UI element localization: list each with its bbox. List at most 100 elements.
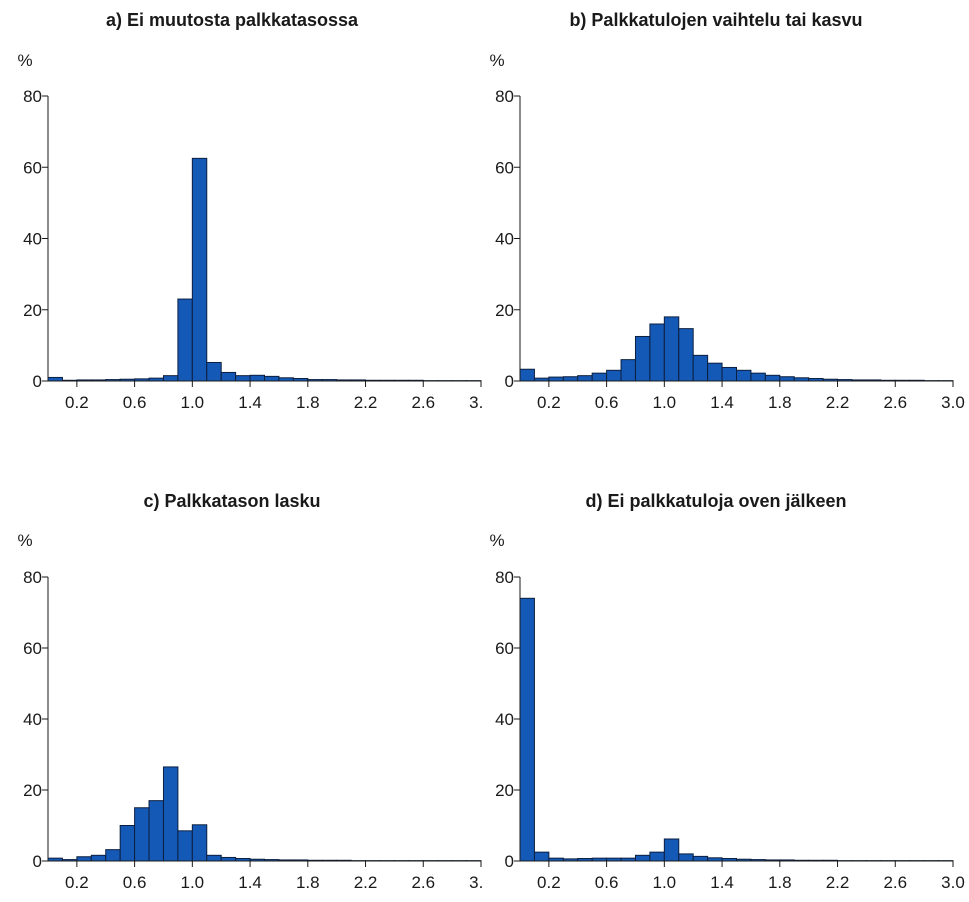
y-axis-unit: % bbox=[17, 531, 32, 550]
histogram-d-svg: d) Ei palkkatuloja oven jälkeen % 0 20 40 6… bbox=[489, 491, 965, 892]
y-tick-label: 20 bbox=[495, 781, 514, 800]
histogram-bar bbox=[620, 359, 636, 382]
x-tick-label: 3.0 bbox=[941, 393, 965, 412]
histogram-bar bbox=[779, 376, 795, 382]
histogram-bar bbox=[692, 354, 709, 382]
histogram-bar bbox=[707, 362, 723, 382]
histogram-bar bbox=[206, 854, 222, 862]
chart-title: b) Palkkatulojen vaihtelu tai kasvu bbox=[569, 10, 862, 30]
y-tick-label: 60 bbox=[495, 158, 514, 177]
x-tick-label: 1.0 bbox=[653, 393, 677, 412]
y-tick-label: 20 bbox=[23, 781, 42, 800]
x-tick-label: 0.2 bbox=[537, 873, 561, 892]
histogram-bar bbox=[119, 825, 136, 862]
x-tick-label: 3.0 bbox=[941, 873, 965, 892]
histogram-bar bbox=[47, 376, 63, 382]
x-tick-label: 1.0 bbox=[653, 873, 677, 892]
histogram-bar bbox=[663, 316, 680, 382]
x-tick-label: 2.6 bbox=[883, 873, 907, 892]
x-tick-label: 1.8 bbox=[296, 393, 320, 412]
x-tick-label: 1.4 bbox=[710, 873, 734, 892]
chart-title: a) Ei muutosta palkkatasossa bbox=[106, 10, 359, 30]
x-tick-label: 0.2 bbox=[537, 393, 561, 412]
histogram-bar bbox=[764, 374, 781, 382]
x-tick-label: 1.4 bbox=[238, 393, 262, 412]
y-tick-label: 60 bbox=[23, 639, 42, 658]
x-tick-label: 2.6 bbox=[883, 393, 907, 412]
histogram-bar bbox=[519, 368, 535, 382]
histogram-panel-b: b) Palkkatulojen vaihtelu tai kasvu % 0 2… bbox=[484, 0, 968, 451]
x-tick-label: 3.0 bbox=[469, 393, 484, 412]
histogram-bar bbox=[736, 369, 752, 382]
x-tick-label: 1.0 bbox=[181, 873, 205, 892]
histogram-bar bbox=[191, 824, 208, 862]
histogram-bar bbox=[220, 371, 237, 382]
x-tick-label: 2.2 bbox=[826, 873, 850, 892]
histogram-bar bbox=[177, 830, 193, 862]
x-tick-label: 2.6 bbox=[411, 393, 435, 412]
histogram-bar bbox=[649, 323, 665, 382]
histogram-bar bbox=[76, 856, 92, 862]
plot-area: 0 20 40 60 80 0.2 0.6 1.0 1.4 1.8 2.2 2.6 3.0 bbox=[23, 568, 484, 892]
histogram-bar bbox=[562, 376, 579, 382]
histogram-c-svg: c) Palkkatason lasku % 0 20 40 60 80 0.2 0.6 1.… bbox=[17, 491, 484, 892]
histogram-bar bbox=[249, 374, 266, 382]
histogram-bar bbox=[220, 856, 237, 862]
histogram-bar bbox=[606, 369, 622, 382]
histogram-bar bbox=[634, 854, 651, 862]
y-tick-label: 40 bbox=[23, 230, 42, 249]
y-tick-label: 40 bbox=[495, 230, 514, 249]
y-tick-label: 0 bbox=[33, 852, 42, 871]
histogram-bar bbox=[678, 328, 694, 382]
histogram-bar bbox=[105, 849, 121, 862]
histogram-b-svg: b) Palkkatulojen vaihtelu tai kasvu % 0 2… bbox=[489, 10, 965, 412]
plot-area: 0 20 40 60 80 0.2 0.6 1.0 1.4 1.8 2.2 2.6 3.0 bbox=[495, 568, 965, 892]
x-tick-label: 0.6 bbox=[595, 873, 619, 892]
x-tick-label: 2.2 bbox=[826, 393, 850, 412]
y-tick-label: 20 bbox=[23, 301, 42, 320]
histogram-bar bbox=[162, 766, 179, 862]
histogram-bar bbox=[649, 851, 665, 862]
histogram-bar bbox=[90, 854, 107, 862]
x-tick-label: 2.2 bbox=[354, 873, 378, 892]
y-tick-label: 80 bbox=[23, 568, 42, 587]
histogram-bar bbox=[591, 372, 608, 382]
y-tick-label: 80 bbox=[495, 568, 514, 587]
y-tick-label: 0 bbox=[505, 852, 514, 871]
x-tick-label: 3.0 bbox=[469, 873, 484, 892]
y-tick-label: 0 bbox=[33, 372, 42, 391]
histogram-bar bbox=[162, 375, 179, 382]
y-axis-unit: % bbox=[489, 531, 504, 550]
histogram-a-svg: a) Ei muutosta palkkatasossa % 0 20 40 60 80… bbox=[17, 10, 484, 412]
histogram-bar bbox=[548, 376, 564, 382]
histogram-bar bbox=[663, 838, 680, 862]
x-tick-label: 0.6 bbox=[123, 393, 147, 412]
histogram-bar bbox=[519, 597, 535, 862]
histogram-bar bbox=[678, 853, 694, 862]
x-tick-label: 1.8 bbox=[768, 873, 792, 892]
histogram-panel-a: a) Ei muutosta palkkatasossa % 0 20 40 60 80… bbox=[0, 0, 484, 451]
x-tick-label: 0.6 bbox=[595, 393, 619, 412]
histogram-bar bbox=[148, 800, 164, 862]
histogram-bar bbox=[533, 851, 550, 862]
x-tick-label: 0.2 bbox=[65, 393, 89, 412]
histogram-bar bbox=[235, 375, 251, 382]
y-axis-unit: % bbox=[17, 51, 32, 70]
y-tick-label: 80 bbox=[495, 87, 514, 106]
x-tick-label: 1.4 bbox=[710, 393, 734, 412]
y-axis-unit: % bbox=[489, 51, 504, 70]
plot-area: 0 20 40 60 80 0.2 0.6 1.0 1.4 1.8 2.2 2.6 3.0 bbox=[495, 87, 965, 412]
histogram-bar bbox=[206, 361, 222, 382]
plot-area: 0 20 40 60 80 0.2 0.6 1.0 1.4 1.8 2.2 2.6 3.0 bbox=[23, 87, 484, 412]
y-tick-label: 40 bbox=[23, 710, 42, 729]
histogram-bar bbox=[177, 298, 193, 382]
x-tick-label: 0.2 bbox=[65, 873, 89, 892]
y-tick-label: 40 bbox=[495, 710, 514, 729]
histogram-bar bbox=[721, 366, 738, 382]
x-tick-label: 1.8 bbox=[296, 873, 320, 892]
histogram-panel-c: c) Palkkatason lasku % 0 20 40 60 80 0.2 0.6 1.… bbox=[0, 451, 484, 902]
x-tick-label: 2.2 bbox=[354, 393, 378, 412]
histogram-bar bbox=[750, 372, 766, 382]
x-tick-label: 1.8 bbox=[768, 393, 792, 412]
histogram-panel-d: d) Ei palkkatuloja oven jälkeen % 0 20 40 6… bbox=[484, 451, 968, 902]
